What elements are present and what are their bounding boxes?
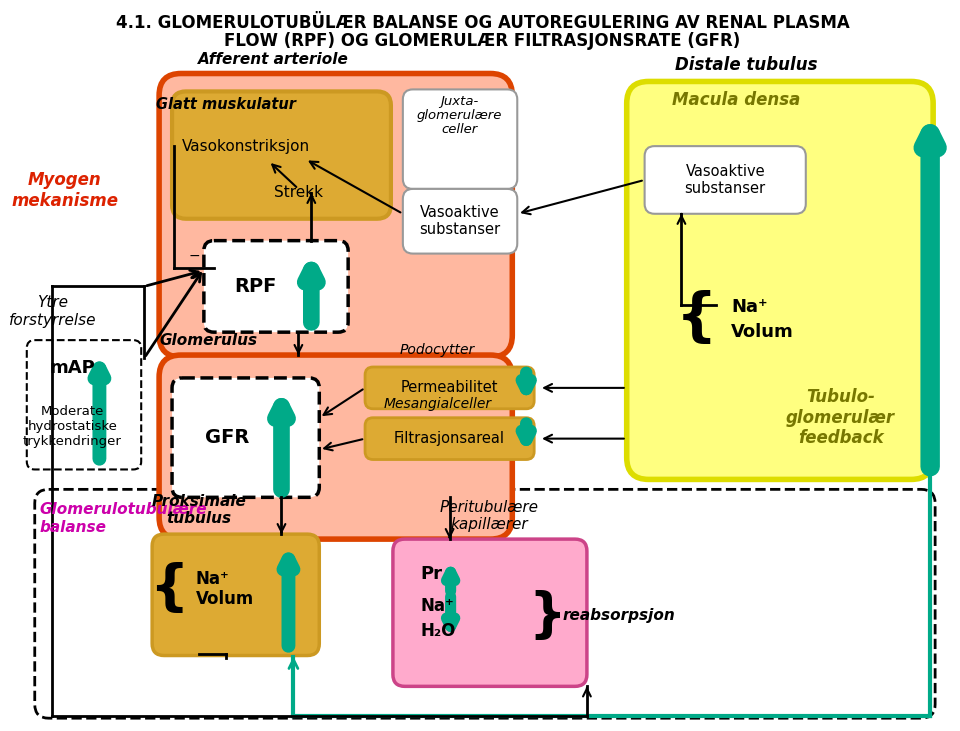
FancyBboxPatch shape — [27, 340, 141, 469]
Text: Vasoaktive
substanser: Vasoaktive substanser — [419, 205, 500, 237]
Text: 4.1. GLOMERULOTUBÜLÆR BALANSE OG AUTOREGULERING AV RENAL PLASMA: 4.1. GLOMERULOTUBÜLÆR BALANSE OG AUTOREG… — [115, 14, 850, 32]
Text: Peritubulære
kapillærer: Peritubulære kapillærer — [440, 500, 539, 532]
FancyBboxPatch shape — [365, 417, 534, 460]
FancyBboxPatch shape — [35, 489, 935, 718]
Text: Macula densa: Macula densa — [672, 91, 801, 110]
FancyBboxPatch shape — [152, 534, 320, 656]
Text: Distale tubulus: Distale tubulus — [675, 56, 817, 75]
Text: glomerulære: glomerulære — [417, 110, 502, 122]
FancyBboxPatch shape — [204, 240, 348, 332]
Text: Vasokonstriksjon: Vasokonstriksjon — [181, 139, 310, 154]
FancyBboxPatch shape — [627, 81, 933, 480]
Text: Permeabilitet: Permeabilitet — [401, 380, 498, 395]
Text: Volum: Volum — [732, 323, 794, 341]
Text: {: { — [676, 289, 717, 346]
Text: Filtrasjonsareal: Filtrasjonsareal — [395, 431, 505, 446]
Text: Mesangialceller: Mesangialceller — [384, 397, 492, 411]
FancyBboxPatch shape — [172, 378, 320, 497]
Text: Na⁺: Na⁺ — [196, 570, 229, 588]
Text: Tubulo-
glomerulær
feedback: Tubulo- glomerulær feedback — [786, 388, 895, 447]
Text: Na⁺: Na⁺ — [732, 298, 768, 317]
Text: Proksimale
tubulus: Proksimale tubulus — [152, 493, 247, 526]
Text: celler: celler — [442, 124, 478, 136]
Text: Podocytter: Podocytter — [400, 343, 475, 357]
Text: Glomerulotubulære
balanse: Glomerulotubulære balanse — [39, 502, 207, 534]
Text: mAP: mAP — [50, 359, 95, 377]
FancyBboxPatch shape — [403, 189, 517, 254]
Text: Moderate
hydrostatiske
trykkendringer: Moderate hydrostatiske trykkendringer — [23, 405, 122, 448]
Text: Myogen
mekanisme: Myogen mekanisme — [12, 171, 118, 210]
Text: Glomerulus: Glomerulus — [159, 333, 258, 348]
Text: }: } — [528, 590, 566, 642]
FancyBboxPatch shape — [159, 74, 513, 357]
Text: Juxta-: Juxta- — [441, 95, 479, 108]
Text: −: − — [188, 249, 200, 262]
Text: H₂O: H₂O — [420, 621, 456, 640]
Text: FLOW (RPF) OG GLOMERULÆR FILTRASJONSRATE (GFR): FLOW (RPF) OG GLOMERULÆR FILTRASJONSRATE… — [225, 31, 740, 50]
FancyBboxPatch shape — [172, 91, 391, 219]
Text: RPF: RPF — [234, 277, 276, 296]
FancyBboxPatch shape — [403, 89, 517, 189]
Text: {: { — [150, 562, 189, 616]
Text: Ytre
forstyrrelse: Ytre forstyrrelse — [9, 295, 96, 327]
Text: GFR: GFR — [204, 428, 249, 447]
Text: Glatt muskulatur: Glatt muskulatur — [156, 97, 296, 113]
FancyBboxPatch shape — [644, 146, 805, 213]
Text: Strekk: Strekk — [274, 186, 323, 200]
Text: Vasoaktive
substanser: Vasoaktive substanser — [684, 164, 766, 196]
FancyBboxPatch shape — [365, 367, 534, 409]
Text: Volum: Volum — [196, 590, 254, 607]
FancyBboxPatch shape — [393, 539, 587, 686]
Text: Afferent arteriole: Afferent arteriole — [198, 51, 348, 67]
Text: Na⁺: Na⁺ — [420, 596, 454, 615]
FancyBboxPatch shape — [159, 355, 513, 539]
Text: reabsorpsjon: reabsorpsjon — [562, 608, 675, 624]
Text: Pr: Pr — [420, 565, 443, 583]
